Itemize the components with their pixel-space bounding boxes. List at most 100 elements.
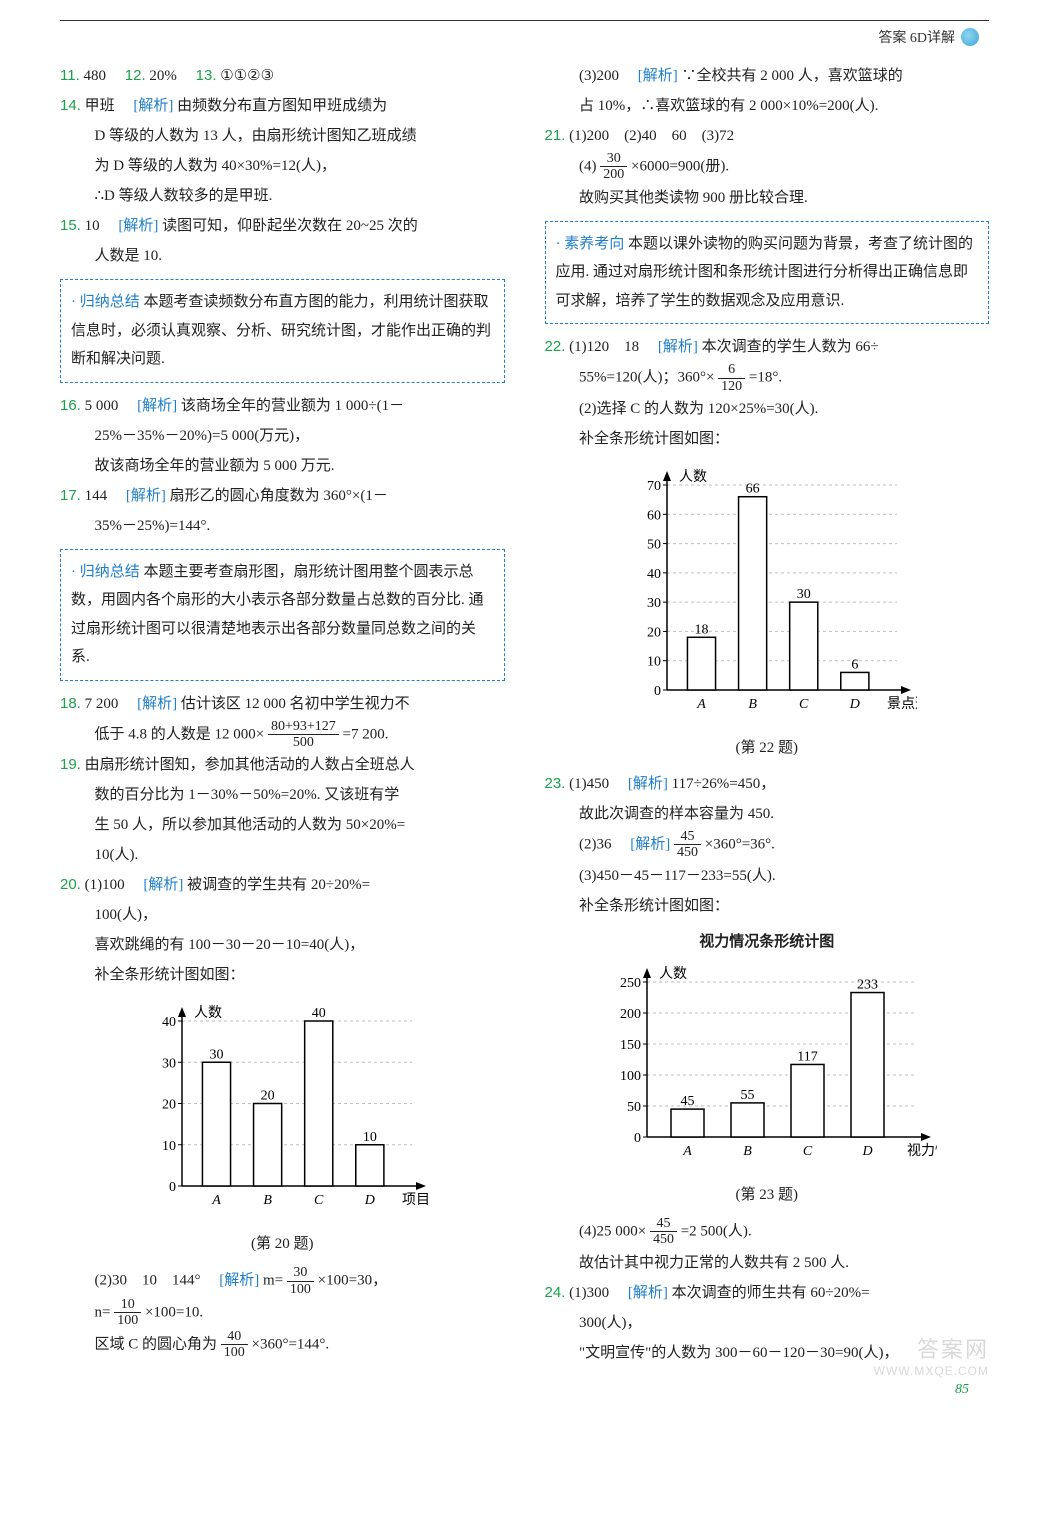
q17: 17. 144 [解析] 扇形乙的圆心角度数为 360°×(1－ [60,481,505,511]
q15-label: [解析] [118,218,158,234]
q19-t1: 由扇形统计图知，参加其他活动的人数占全班总人 [85,757,415,773]
q20-frac-n: 10 100 [114,1297,141,1329]
r20-3-t1: ∵全校共有 2 000 人，喜欢篮球的 [682,68,903,84]
q16: 16. 5 000 [解析] 该商场全年的营业额为 1 000÷(1－ [60,391,505,421]
q16-num: 16. [60,397,81,414]
header-title: 答案 6D详解 [878,27,955,47]
svg-text:150: 150 [620,1038,641,1053]
q23-bar-chart: 05010015020025045A55B117C233D人数视力情况 [597,957,937,1167]
q15-ans: 10 [85,218,100,234]
q15-num: 15. [60,217,81,234]
q23-chart-title: 视力情况条形统计图 [545,927,990,957]
svg-text:B: B [743,1144,752,1159]
frac-n: 10 [114,1297,141,1313]
q20-label: [解析] [143,877,183,893]
frac-d: 200 [600,167,627,182]
q13-ans: ①①②③ [220,68,274,84]
frac-n: 6 [718,362,745,378]
q16-ans: 5 000 [85,398,119,414]
columns: 11. 480 12. 20% 13. ①①②③ 14. 甲班 [解析] 由频数… [60,61,989,1368]
q16-t1: 该商场全年的营业额为 1 000÷(1－ [181,398,404,414]
q15-t1: 读图可知，仰卧起坐次数在 20~25 次的 [162,218,418,234]
q20-frac-c: 40 100 [221,1329,248,1361]
q11-13-line: 11. 480 12. 20% 13. ①①②③ [60,61,505,91]
q23-p2b: ×360°=36°. [705,836,775,852]
q20-chart: 01020304030A20B40C10D人数项目 (第 20 题) [60,996,505,1259]
q20-p1a: (1)100 [85,877,125,893]
q22-p2b: 补全条形统计图如图： [545,424,990,454]
svg-text:0: 0 [634,1131,641,1146]
q22-chart: 01020304050607018A66B30C6D人数景点选项 (第 22 题… [545,460,990,763]
svg-text:30: 30 [796,587,810,602]
q20-p2b-pre: m= [263,1273,283,1289]
q16-t2: 25%－35%－20%)=5 000(万元)， [60,421,505,451]
q18-t2a: 低于 4.8 的人数是 12 000× [95,726,265,742]
q22-p1a: (1)120 18 [569,339,639,355]
q20-p2b-post: ×100=30， [318,1273,387,1289]
q23-frac-b: 45 450 [650,1216,677,1248]
frac-d: 120 [718,379,745,394]
q12-num: 12. [125,67,146,84]
q23-p3b: 补全条形统计图如图： [545,891,990,921]
svg-text:视力情况: 视力情况 [907,1143,937,1159]
q14-num: 14. [60,97,81,114]
q20-caption: (第 20 题) [60,1229,505,1259]
q16-label: [解析] [137,398,177,414]
svg-text:50: 50 [647,538,661,553]
svg-text:40: 40 [162,1015,176,1030]
q22-bar-chart: 01020304050607018A66B30C6D人数景点选项 [617,460,917,720]
summary-box-3: · 素养考向 本题以课外读物的购买问题为背景，考查了统计图的应用. 通过对扇形统… [545,221,990,325]
svg-text:100: 100 [620,1069,641,1084]
right-column: (3)200 [解析] ∵全校共有 2 000 人，喜欢篮球的 占 10%，∴喜… [545,61,990,1368]
svg-text:A: A [682,1144,692,1159]
r20-3: (3)200 [解析] ∵全校共有 2 000 人，喜欢篮球的 [545,61,990,91]
q21-p4: (4) 30 200 ×6000=900(册). [545,151,990,183]
frac-n: 80+93+127 [268,719,339,735]
q18: 18. 7 200 [解析] 估计该区 12 000 名初中学生视力不 [60,689,505,719]
q22-p1b: 本次调查的学生人数为 66÷ [702,339,879,355]
watermark-url: WWW.MXQE.COM [874,1364,989,1378]
q14-t1: 由频数分布直方图知甲班成绩为 [177,98,387,114]
q14-t2: D 等级的人数为 13 人，由扇形统计图知乙班成绩 [60,121,505,151]
q14-label: [解析] [133,98,173,114]
q20: 20. (1)100 [解析] 被调查的学生共有 20÷20%= [60,870,505,900]
q21-p4-post: ×6000=900(册). [631,158,729,174]
svg-text:C: C [314,1193,324,1208]
svg-text:A: A [211,1193,221,1208]
q16-t3: 故该商场全年的营业额为 5 000 万元. [60,451,505,481]
q12-ans: 20% [149,68,177,84]
q23-p1c: 故此次调查的样本容量为 450. [545,799,990,829]
q19-t4: 10(人). [60,840,505,870]
q18-num: 18. [60,695,81,712]
q22-p2: (2)选择 C 的人数为 120×25%=30(人). [545,394,990,424]
page: 答案 6D详解 11. 480 12. 20% 13. ①①②③ 14. 甲班 … [0,0,1049,1408]
q13-num: 13. [196,67,217,84]
svg-text:70: 70 [647,479,661,494]
svg-text:233: 233 [857,977,878,992]
r20-3a: (3)200 [579,68,619,84]
q19: 19. 由扇形统计图知，参加其他活动的人数占全班总人 [60,750,505,780]
q24: 24. (1)300 [解析] 本次调查的师生共有 60÷20%= [545,1278,990,1308]
q14-t3: 为 D 等级的人数为 40×30%=12(人)， [60,151,505,181]
frac-n: 30 [287,1265,314,1281]
svg-text:60: 60 [647,508,661,523]
svg-text:景点选项: 景点选项 [887,696,917,712]
header-rule [60,20,989,21]
q20-p1b: 被调查的学生共有 20÷20%= [187,877,370,893]
q17-t2: 35%－25%)=144°. [60,511,505,541]
q22-p1c-pre: 55%=120(人)；360°× [579,370,714,386]
q21-num: 21. [545,127,566,144]
svg-text:40: 40 [647,567,661,582]
frac-n: 45 [650,1216,677,1232]
q18-frac: 80+93+127 500 [268,719,339,751]
q22-num: 22. [545,338,566,355]
q19-t2: 数的百分比为 1－30%－50%=20%. 又该班有学 [60,780,505,810]
svg-text:10: 10 [647,655,661,670]
svg-text:30: 30 [647,596,661,611]
r20-3-label: [解析] [638,68,678,84]
q14-ans: 甲班 [85,98,115,114]
frac-d: 450 [674,845,701,860]
q18-label: [解析] [137,696,177,712]
header-icon [961,28,979,46]
q20-p2: (2)30 10 144° [解析] m= 30 100 ×100=30， [60,1265,505,1297]
